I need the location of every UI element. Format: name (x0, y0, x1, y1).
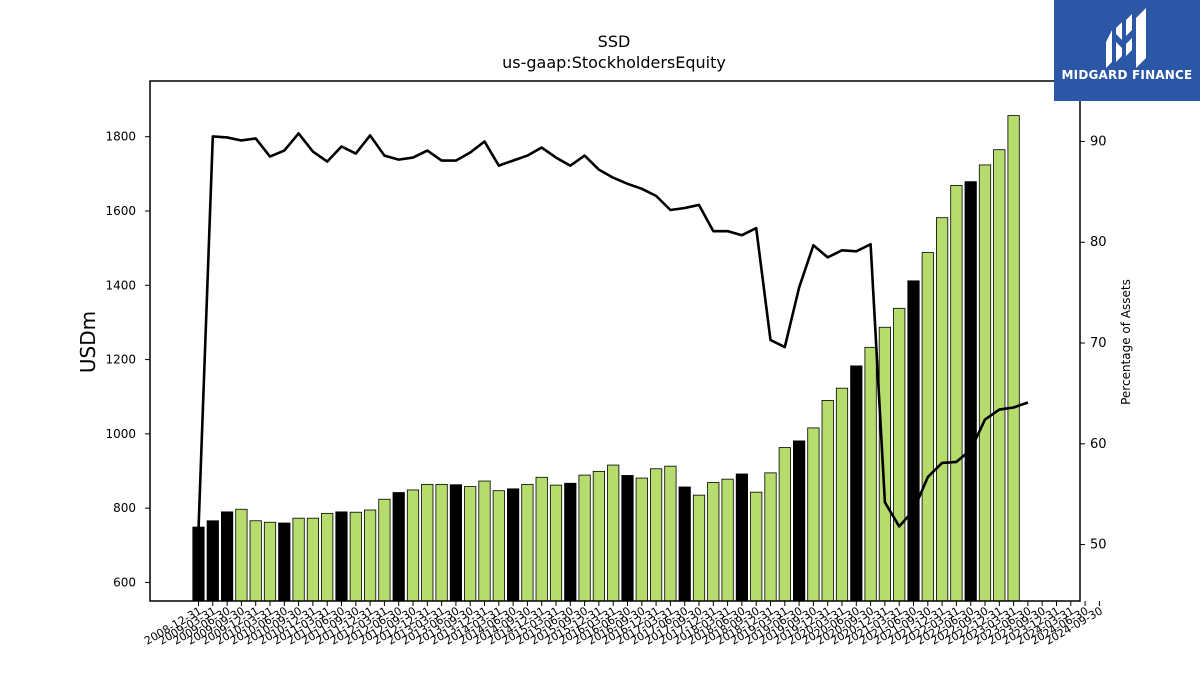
y2-tick-label: 90 (1090, 134, 1107, 149)
bar (406, 489, 420, 602)
logo-mark-icon (1106, 8, 1146, 68)
bar (206, 520, 219, 602)
bar (235, 508, 248, 602)
bar (263, 521, 277, 602)
y-tick-label: 1800 (105, 130, 136, 144)
bar (292, 517, 305, 602)
bar (793, 440, 806, 602)
bar (835, 387, 849, 602)
bar (821, 400, 834, 602)
bar (321, 512, 334, 602)
brand-logo: MIDGARD FINANCE (1054, 0, 1200, 101)
bar (478, 480, 491, 602)
bar (220, 511, 234, 602)
y-axis: 600 800 1000 1200 1400 1600 1800 (105, 130, 150, 589)
y-axis-label: USDm (76, 311, 100, 373)
bar (192, 526, 205, 602)
y2-tick-label: 50 (1090, 538, 1107, 553)
bar (492, 490, 505, 602)
y-tick-label: 1200 (105, 353, 136, 367)
y-tick-label: 1000 (105, 427, 136, 441)
bar (878, 326, 892, 602)
plot-frame (149, 80, 1081, 602)
bar (864, 346, 877, 602)
bar (435, 483, 448, 602)
bar (978, 164, 992, 602)
chart-title: SSD (598, 32, 631, 51)
bar (607, 464, 620, 602)
bar (335, 511, 348, 602)
bar-series (192, 115, 1020, 602)
bar (621, 475, 634, 602)
bar (964, 181, 977, 602)
bar (306, 517, 320, 602)
bar (349, 511, 362, 602)
line-path (197, 132, 1029, 530)
y2-axis-label: Percentage of Assets (1119, 279, 1133, 405)
bar (678, 486, 691, 602)
bar (378, 498, 391, 602)
bar (692, 494, 706, 602)
bar (1007, 115, 1020, 602)
bar (363, 509, 377, 602)
bar (936, 217, 949, 602)
logo-text: MIDGARD FINANCE (1061, 68, 1193, 82)
bar (707, 482, 720, 602)
chart-subtitle: us-gaap:StockholdersEquity (502, 53, 726, 72)
y-tick-label: 1400 (105, 278, 136, 292)
bar (635, 477, 648, 602)
bar (893, 307, 906, 602)
bar (921, 252, 934, 602)
y2-tick-label: 70 (1090, 336, 1107, 351)
bar (807, 427, 820, 602)
x-axis: 2008-12-312009-03-312009-06-302009-09-30… (142, 601, 1105, 648)
y2-axis: 50 60 70 80 90 (1080, 134, 1107, 553)
bar (850, 365, 863, 602)
bar (721, 478, 734, 602)
bar (278, 522, 291, 602)
bar (750, 491, 763, 602)
bar (664, 465, 677, 602)
bar (564, 482, 577, 602)
bar (421, 483, 434, 602)
bar (735, 473, 749, 602)
bar (464, 486, 477, 602)
bar (392, 492, 405, 602)
y2-tick-label: 60 (1090, 437, 1107, 452)
line-series (197, 132, 1029, 530)
bar (592, 470, 606, 602)
bar (993, 149, 1006, 602)
y-tick-label: 800 (113, 501, 136, 515)
y-tick-label: 1600 (105, 204, 136, 218)
bar (506, 488, 520, 602)
bar (950, 184, 963, 602)
bar (578, 474, 591, 602)
bar (907, 280, 920, 602)
bar (449, 484, 463, 602)
bar (535, 476, 548, 602)
y2-tick-label: 80 (1090, 235, 1107, 250)
bar (521, 483, 534, 602)
bar (650, 468, 663, 602)
bar (549, 484, 563, 602)
bar (778, 447, 791, 602)
bar (764, 472, 777, 602)
bar (249, 520, 262, 602)
y-tick-label: 600 (113, 575, 136, 589)
